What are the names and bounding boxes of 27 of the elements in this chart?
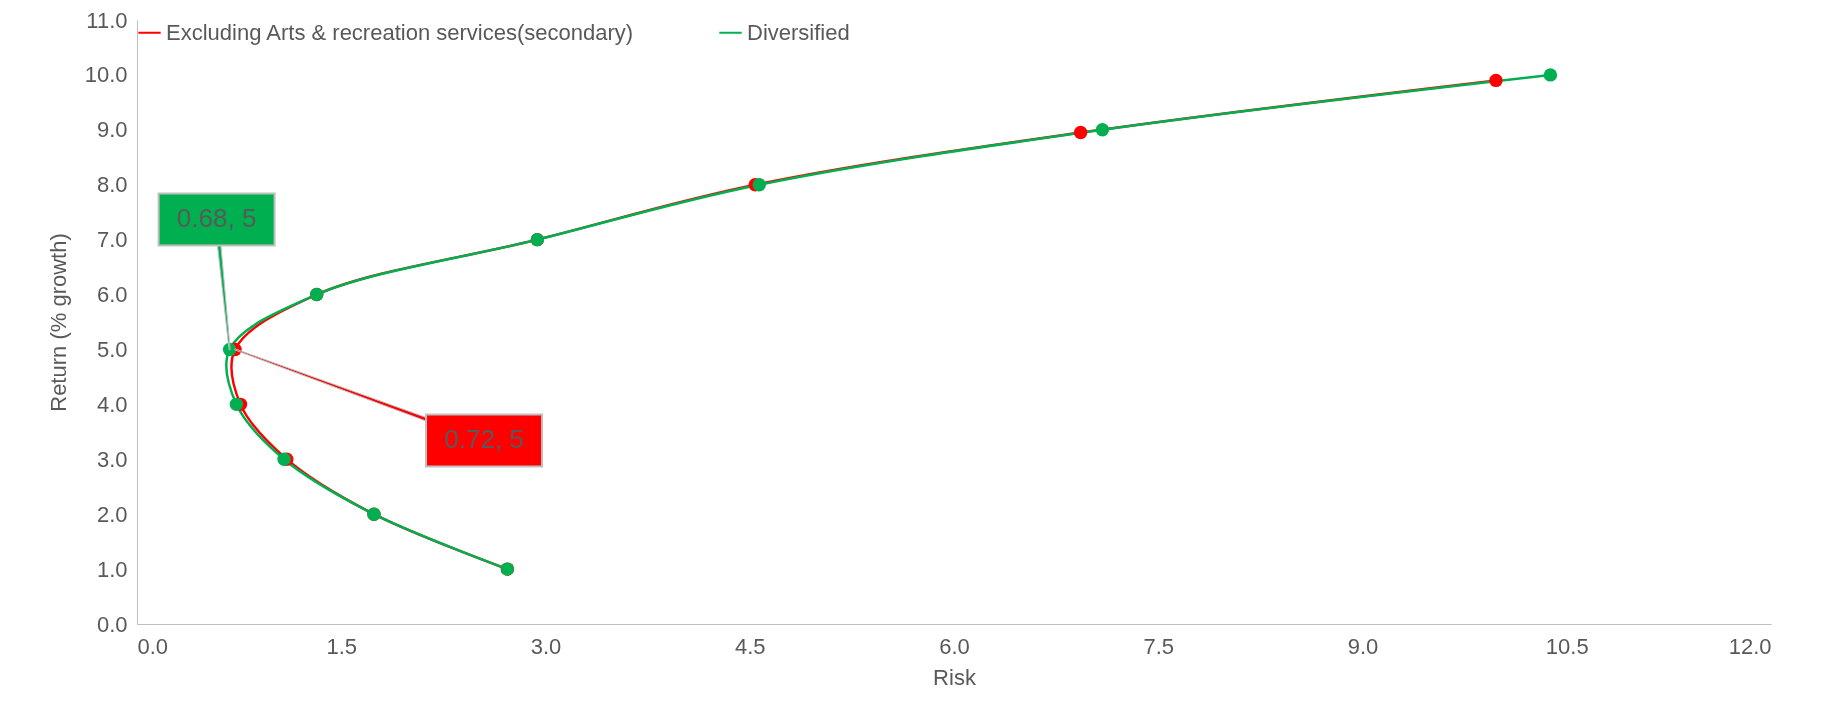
x-tick-label: 3.0 — [530, 633, 562, 659]
y-tick-label: 0.0 — [96, 611, 128, 637]
y-tick-label: 2.0 — [96, 501, 128, 527]
x-tick-label: 0.0 — [137, 633, 169, 659]
x-tick-label: 12.0 — [1728, 633, 1772, 659]
y-tick-label: 3.0 — [96, 446, 128, 472]
x-axis-title: Risk — [933, 664, 977, 690]
x-tick-label: 9.0 — [1347, 633, 1379, 659]
y-tick-label: 9.0 — [96, 117, 128, 143]
x-tick-label: 6.0 — [939, 633, 970, 659]
legend-label: Diversified — [747, 19, 850, 45]
x-tick-label: 1.5 — [326, 633, 358, 659]
y-tick-label: 11.0 — [86, 7, 128, 33]
legend-label: Excluding Arts & recreation services(secondary) — [166, 19, 634, 45]
x-tick-label: 7.5 — [1143, 633, 1175, 659]
y-tick-label: 5.0 — [96, 336, 128, 362]
annotation: 0.72, 5 — [444, 424, 524, 455]
y-tick-label: 1.0 — [96, 556, 128, 582]
y-tick-label: 8.0 — [96, 172, 128, 198]
x-tick-label: 4.5 — [734, 633, 766, 659]
y-tick-label: 4.0 — [96, 391, 128, 417]
x-tick-label: 10.5 — [1545, 633, 1589, 659]
annotation: 0.68, 5 — [176, 203, 257, 234]
y-tick-label: 6.0 — [96, 282, 128, 308]
y-axis-title: Return (% growth) — [45, 233, 71, 412]
y-tick-label: 10.0 — [84, 62, 128, 88]
y-tick-label: 7.0 — [96, 227, 128, 253]
